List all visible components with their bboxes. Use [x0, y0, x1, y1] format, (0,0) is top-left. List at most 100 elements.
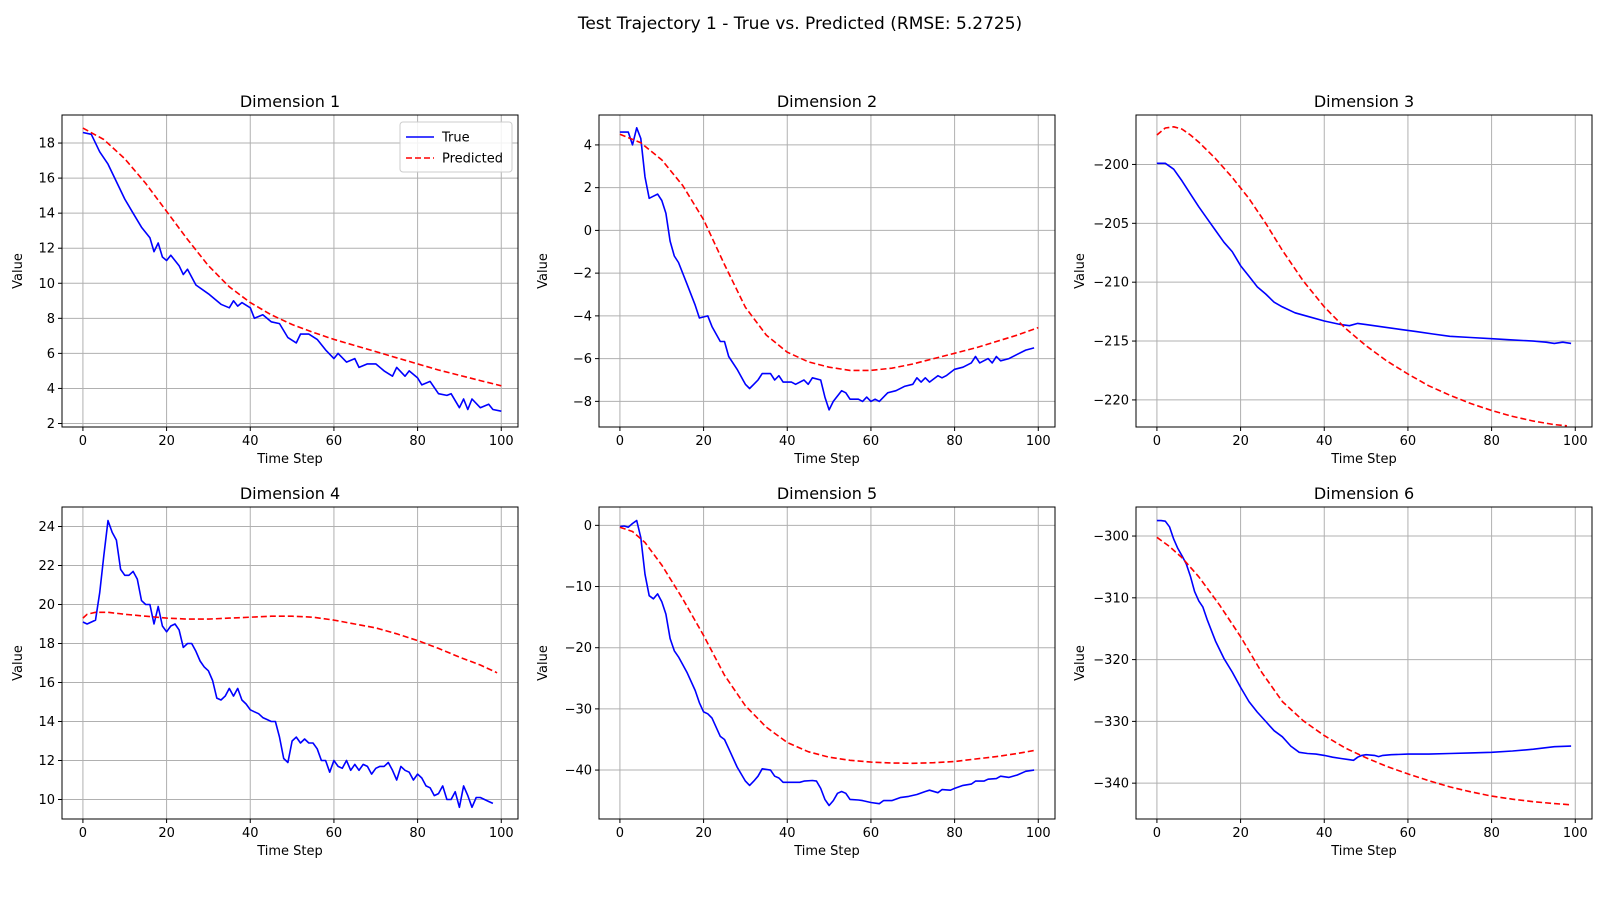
dim2-xtick-label: 100 [1026, 434, 1051, 449]
dim1-xtick-label: 80 [409, 434, 426, 449]
dim2-axes-frame [598, 114, 1056, 428]
dim2-ylabel: Value [536, 253, 551, 289]
dim2-title: Dimension 2 [777, 92, 877, 111]
dim6-ytick-label: −320 [1093, 653, 1129, 668]
dim2-series-predicted [619, 133, 1039, 372]
dim3-axes-frame [1135, 114, 1593, 428]
dim6-ytick-label: −300 [1093, 530, 1129, 545]
dim1-ytick-label: 16 [38, 172, 55, 187]
dim2-ytick-label: −2 [573, 267, 592, 282]
dim3-ytick-label: −200 [1093, 158, 1129, 173]
dim5-axes-frame [598, 506, 1056, 820]
dim2-ytick-label: 4 [584, 138, 592, 153]
dim2-xtick-label: 60 [863, 434, 880, 449]
dim4-ylabel: Value [11, 645, 26, 681]
dim4-xtick-label: 20 [158, 826, 175, 841]
dim1-ytick-label: 6 [47, 347, 55, 362]
dim6-xlabel: Time Step [1330, 844, 1397, 859]
dim5-series-predicted [619, 526, 1035, 765]
dim3-panel: 0 20 40 60 80 100 −220 −215 −210 −205 −200 Dimensio… [1073, 92, 1593, 467]
dim4-panel: 0 20 40 60 80 100 10 12 14 16 18 20 22 24 Dimension 4 T… [11, 484, 519, 859]
dim1-xlabel: Time Step [256, 452, 323, 467]
dim5-panel: 0 20 40 60 80 100 −40 −30 −20 −10 0 Dimension 5 Time… [536, 484, 1056, 859]
dim1-axes-frame [61, 114, 519, 428]
dim4-series-predicted [82, 611, 498, 674]
dim1-ytick-label: 4 [47, 382, 55, 397]
dim3-ytick-label: −215 [1093, 335, 1129, 350]
dim4-ytick-label: 22 [38, 559, 55, 574]
dim1-ytick-label: 12 [38, 242, 55, 257]
dim1-series-true [82, 131, 502, 412]
dim2-series-true [619, 127, 1035, 411]
dim6-title: Dimension 6 [1314, 484, 1414, 503]
dim3-ytick-label: −210 [1093, 276, 1129, 291]
dim4-ytick-label: 10 [38, 793, 55, 808]
dim4-ytick-label: 16 [38, 676, 55, 691]
dim2-xtick-label: 0 [616, 434, 624, 449]
dim2-ytick-label: −4 [573, 309, 592, 324]
dim6-series-predicted [1156, 536, 1572, 806]
dim2-xlabel: Time Step [793, 452, 860, 467]
dim5-title: Dimension 5 [777, 484, 877, 503]
dim6-ylabel: Value [1073, 645, 1088, 681]
dim4-ytick-label: 24 [38, 520, 55, 535]
dim3-series-predicted [1156, 126, 1567, 427]
dim1-ytick-label: 2 [47, 417, 55, 432]
dim4-xtick-label: 100 [489, 826, 514, 841]
dim5-xtick-label: 40 [779, 826, 796, 841]
dim1-ytick-label: 8 [47, 312, 55, 327]
dim6-ytick-label: −310 [1093, 591, 1129, 606]
legend-label-true: True [441, 131, 470, 146]
dim4-ytick-label: 14 [38, 715, 55, 730]
dim5-xtick-label: 60 [863, 826, 880, 841]
dim4-xtick-label: 40 [242, 826, 259, 841]
dim3-xlabel: Time Step [1330, 452, 1397, 467]
dim5-xtick-label: 80 [946, 826, 963, 841]
dim4-title: Dimension 4 [240, 484, 340, 503]
dim5-xtick-label: 20 [695, 826, 712, 841]
legend-box [399, 121, 513, 173]
dim3-xtick-label: 100 [1563, 434, 1588, 449]
dim5-series-true [619, 519, 1035, 807]
dim2-xtick-label: 80 [946, 434, 963, 449]
figure-title: Test Trajectory 1 - True vs. Predicted (… [577, 14, 1023, 34]
dim4-xlabel: Time Step [256, 844, 323, 859]
dim5-xtick-label: 100 [1026, 826, 1051, 841]
dim3-ytick-label: −220 [1093, 393, 1129, 408]
dim3-xtick-label: 20 [1232, 434, 1249, 449]
dim5-xlabel: Time Step [793, 844, 860, 859]
dim4-xtick-label: 60 [326, 826, 343, 841]
dim6-xtick-label: 40 [1316, 826, 1333, 841]
dim3-ylabel: Value [1073, 253, 1088, 289]
dim5-ytick-label: 0 [584, 519, 592, 534]
dim6-xtick-label: 60 [1400, 826, 1417, 841]
dim6-xtick-label: 0 [1153, 826, 1161, 841]
dim5-ytick-label: −10 [565, 580, 592, 595]
dim2-xtick-label: 20 [695, 434, 712, 449]
dim4-ytick-label: 20 [38, 598, 55, 613]
dim2-ytick-label: 2 [584, 181, 592, 196]
dim1-ytick-label: 14 [38, 207, 55, 222]
dim6-ytick-label: −330 [1093, 715, 1129, 730]
dim6-xtick-label: 20 [1232, 826, 1249, 841]
dim3-title: Dimension 3 [1314, 92, 1414, 111]
dim3-xtick-label: 80 [1483, 434, 1500, 449]
dim6-series-true [1156, 519, 1572, 762]
legend: True Predicted [399, 121, 513, 173]
legend-label-predicted: Predicted [442, 152, 503, 167]
dim1-xtick-label: 100 [489, 434, 514, 449]
dim5-ytick-label: −20 [565, 641, 592, 656]
dim5-ytick-label: −40 [565, 764, 592, 779]
dim1-ylabel: Value [11, 253, 26, 289]
dim6-ytick-label: −340 [1093, 777, 1129, 792]
dim3-series-true [1156, 162, 1572, 345]
dim3-xtick-label: 0 [1153, 434, 1161, 449]
dim1-ytick-label: 18 [38, 137, 55, 152]
dim6-axes-frame [1135, 506, 1593, 820]
dim1-title: Dimension 1 [240, 92, 340, 111]
dim2-xtick-label: 40 [779, 434, 796, 449]
dim2-panel: 0 20 40 60 80 100 −8 −6 −4 −2 0 2 4 Dimension 2 Time S… [536, 92, 1056, 467]
dim4-xtick-label: 0 [79, 826, 87, 841]
